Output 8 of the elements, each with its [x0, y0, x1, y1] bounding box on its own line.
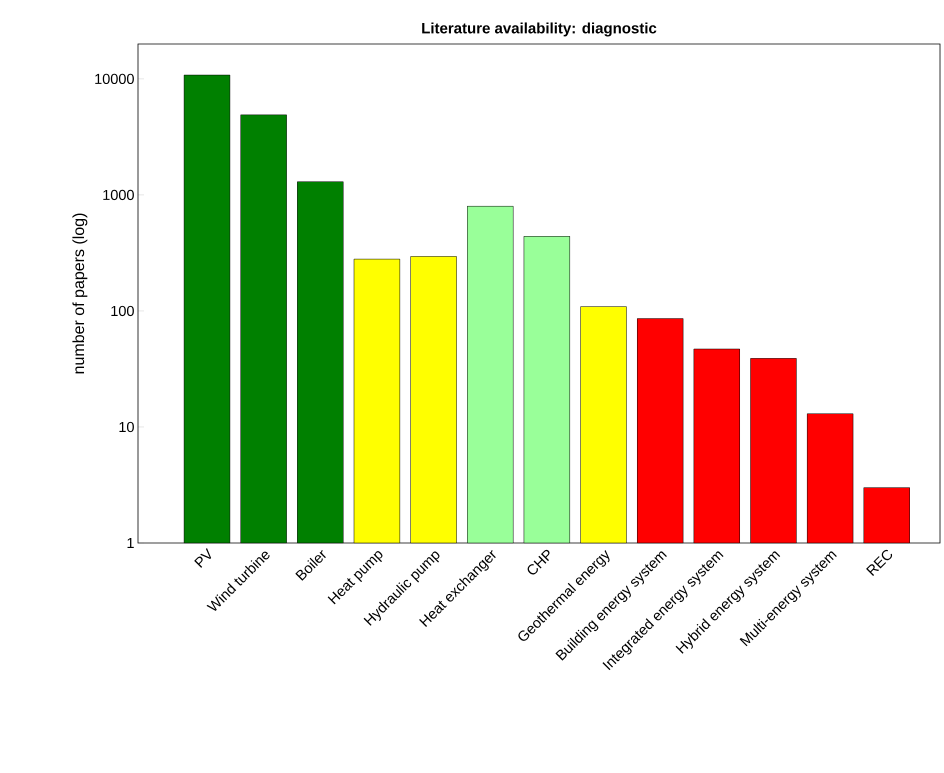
- chart-title: Literature availability: diagnostic: [422, 22, 656, 36]
- x-tick-label: PV: [194, 548, 212, 568]
- y-tick-label: 10: [119, 422, 134, 432]
- y-axis-title: number of papers (log): [72, 214, 88, 374]
- y-tick-label: 1: [128, 538, 134, 548]
- y-tick-label: 10000: [95, 74, 134, 84]
- y-tick-label: 1000: [103, 190, 134, 200]
- y-tick-label: 100: [111, 306, 134, 316]
